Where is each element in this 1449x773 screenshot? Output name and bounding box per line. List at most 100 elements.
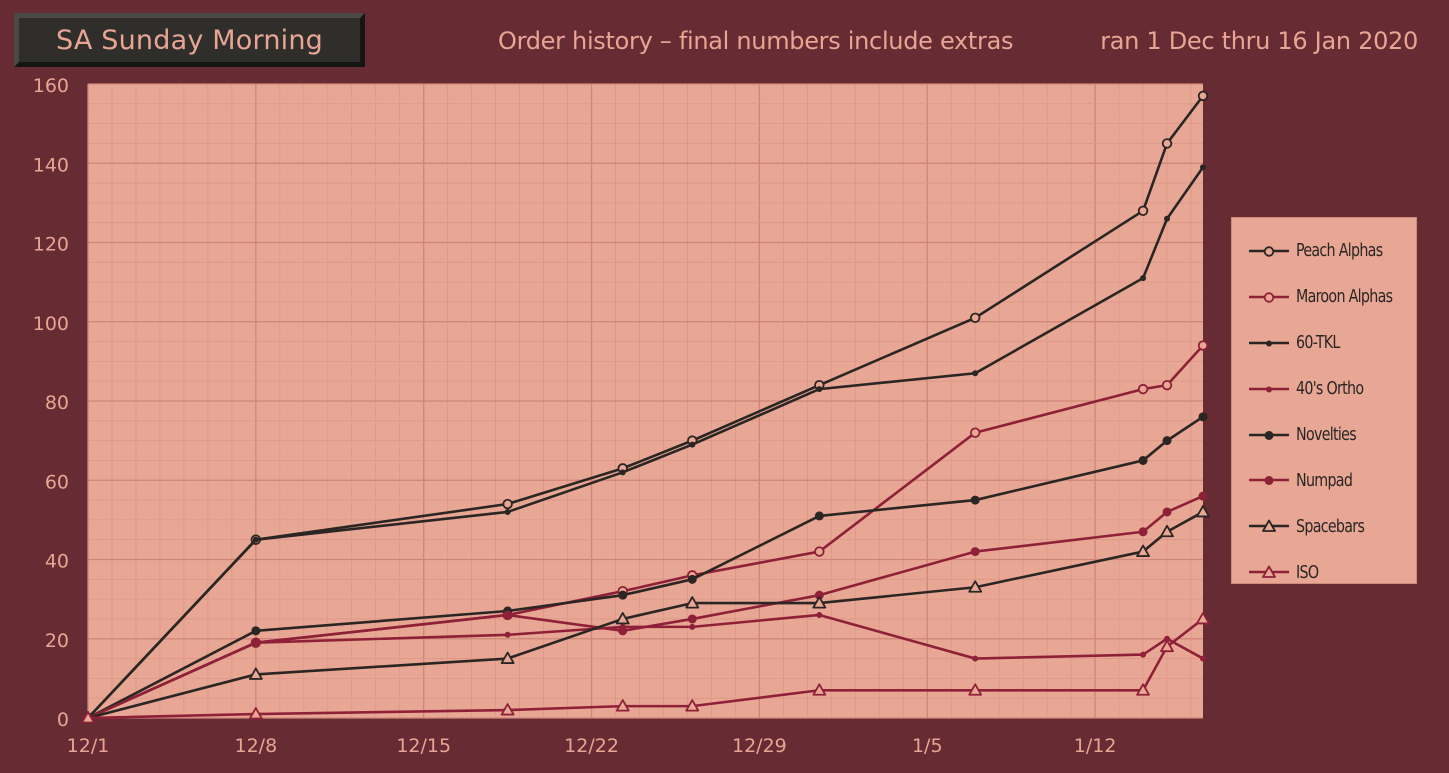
data-point xyxy=(970,427,981,438)
y-tick-label: 160 xyxy=(33,75,69,97)
data-point xyxy=(1262,519,1276,533)
series-iso xyxy=(81,612,1210,724)
y-tick-label: 60 xyxy=(45,471,69,493)
data-point xyxy=(1198,412,1208,422)
y-tick-label: 40 xyxy=(45,551,69,573)
data-point xyxy=(970,547,980,557)
legend-swatch xyxy=(1249,430,1289,440)
data-point xyxy=(1197,90,1209,102)
legend-label: 60-TKL xyxy=(1296,332,1340,354)
data-point xyxy=(1264,430,1274,440)
data-point xyxy=(1164,635,1171,642)
data-point xyxy=(619,469,626,476)
data-point xyxy=(1266,386,1272,393)
data-point xyxy=(500,651,515,664)
data-point xyxy=(1164,215,1171,222)
data-point xyxy=(814,511,824,521)
data-point xyxy=(504,631,511,638)
legend-item: Peach Alphas xyxy=(1232,228,1416,274)
y-tick-label: 20 xyxy=(45,630,69,652)
legend-label: Spacebars xyxy=(1296,515,1365,537)
data-point xyxy=(1200,655,1206,662)
data-point xyxy=(1196,505,1210,518)
data-point xyxy=(1161,138,1173,149)
legend-label: 40's Ortho xyxy=(1296,378,1364,400)
data-point xyxy=(1138,455,1148,465)
data-point xyxy=(970,495,980,505)
legend-item: Numpad xyxy=(1232,457,1416,503)
data-point xyxy=(1263,292,1275,303)
chart-subtitle: Order history – final numbers include ex… xyxy=(498,27,1014,55)
data-point xyxy=(968,683,983,696)
y-tick-label: 120 xyxy=(33,234,69,256)
series-line xyxy=(87,415,1204,720)
legend-item: 60-TKL xyxy=(1232,320,1416,366)
data-point xyxy=(970,312,981,323)
series-line xyxy=(87,166,1205,719)
legend-item: Maroon Alphas xyxy=(1232,274,1416,320)
data-point xyxy=(252,536,259,543)
series-line xyxy=(87,95,1205,719)
legend-label: Maroon Alphas xyxy=(1296,286,1393,308)
data-point xyxy=(689,623,696,630)
data-point xyxy=(502,498,513,510)
data-point xyxy=(1140,651,1147,658)
series-line xyxy=(87,494,1204,720)
data-point xyxy=(812,683,827,696)
x-tick-label: 12/29 xyxy=(732,735,787,757)
data-point xyxy=(1264,476,1274,486)
legend-swatch xyxy=(1249,565,1289,579)
data-point xyxy=(1162,436,1172,446)
x-tick-label: 1/12 xyxy=(1074,735,1117,757)
x-tick-label: 12/15 xyxy=(396,735,451,757)
data-point xyxy=(1266,340,1272,347)
x-tick-label: 1/5 xyxy=(912,735,943,757)
data-point xyxy=(618,626,628,636)
legend-swatch xyxy=(1249,340,1289,347)
data-point xyxy=(248,707,263,720)
x-tick-label: 12/1 xyxy=(67,735,110,757)
data-point xyxy=(687,614,697,624)
series-line xyxy=(87,617,1204,720)
legend-item: Novelties xyxy=(1232,412,1416,458)
data-point xyxy=(1262,565,1276,579)
data-point xyxy=(972,370,979,377)
data-point xyxy=(1162,507,1172,517)
series-line xyxy=(87,613,1204,720)
axes: 0 20 40 60 80 100 120 140 160 12/1 12/8 12/15 12/22 1… xyxy=(33,75,1117,757)
data-point xyxy=(1138,527,1148,537)
legend-swatch xyxy=(1249,476,1289,486)
legend-item: 40's Ortho xyxy=(1232,366,1416,412)
data-point xyxy=(1263,246,1275,257)
data-point xyxy=(685,699,700,712)
data-point xyxy=(1137,383,1149,395)
chart-title-box: SA Sunday Morning xyxy=(14,13,365,67)
series-line xyxy=(87,510,1204,720)
data-point xyxy=(1137,205,1149,217)
data-point xyxy=(1140,275,1147,282)
data-point xyxy=(687,574,697,584)
series-layer xyxy=(81,90,1210,724)
series-numpad xyxy=(83,491,1208,723)
legend-item: ISO xyxy=(1232,549,1416,595)
legend: Peach Alphas Maroon Alphas 60-TKL 40's Orth… xyxy=(1231,217,1417,584)
legend-swatch xyxy=(1249,292,1289,303)
data-point xyxy=(814,590,824,600)
data-point xyxy=(251,626,261,636)
data-point xyxy=(816,611,823,618)
data-point xyxy=(615,612,630,625)
data-point xyxy=(503,610,513,620)
data-point xyxy=(689,441,696,448)
data-point xyxy=(500,703,515,716)
chart-title: SA Sunday Morning xyxy=(55,24,323,56)
legend-label: Peach Alphas xyxy=(1296,240,1383,262)
data-point xyxy=(812,596,827,609)
data-point xyxy=(81,711,95,724)
data-point xyxy=(504,508,511,515)
series-spacebars xyxy=(81,505,1210,724)
data-point xyxy=(615,699,630,712)
legend-label: Novelties xyxy=(1296,424,1357,445)
data-point xyxy=(248,667,263,680)
series-peach-alphas xyxy=(82,90,1209,724)
